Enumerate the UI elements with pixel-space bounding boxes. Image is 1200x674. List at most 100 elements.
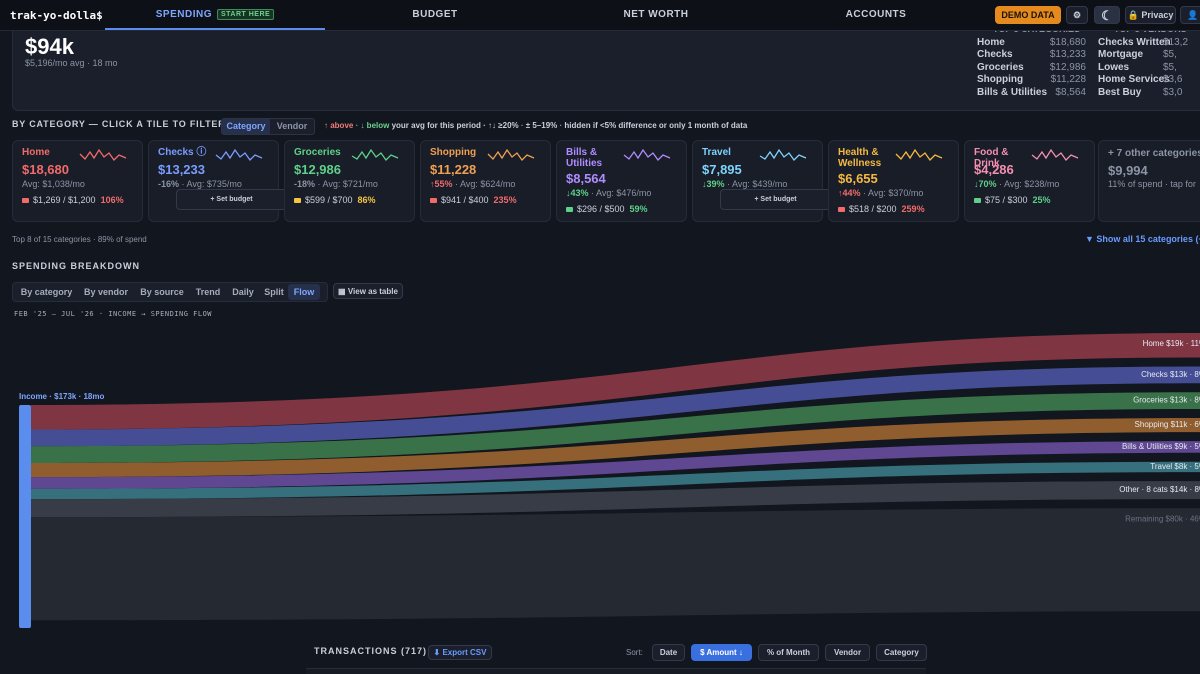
breakdown-tab[interactable]: Split xyxy=(264,287,284,297)
export-button[interactable]: ⬇ Export CSV xyxy=(428,645,492,660)
category-tile[interactable]: Checks ⓘ $13,233 -16% · Avg: $735/mo + Set … xyxy=(148,140,287,222)
show-all-link[interactable]: ▼ Show all 15 categories (+7 xyxy=(1085,234,1200,244)
legend-part: your avg for this period · xyxy=(389,121,489,130)
tile-budget: $518 / $200 259% xyxy=(849,204,925,214)
category-tile[interactable]: Home $18,680 Avg: $1,038/mo $1,269 / $1,200… xyxy=(12,140,143,222)
sparkline xyxy=(351,148,399,162)
nav-tab[interactable]: ACCOUNTS xyxy=(766,0,986,30)
list-name: Bills & Utilities xyxy=(977,86,1048,98)
legend-part: ↓ below xyxy=(360,121,390,130)
table-row xyxy=(306,668,926,674)
budget-pct: 235% xyxy=(493,195,517,205)
set-budget-button[interactable]: + Set budget xyxy=(176,189,287,210)
list-name: Best Buy xyxy=(1098,86,1142,98)
tile-avg: ↓43% · Avg: $476/mo xyxy=(566,188,651,198)
legend-part: hidden if <5% difference or only 1 month… xyxy=(564,121,748,130)
category-tile[interactable]: Travel $7,895 ↓39% · Avg: $439/mo + Set bud… xyxy=(692,140,831,222)
tile-name: Travel xyxy=(702,147,731,158)
sparkline-svg xyxy=(759,148,807,162)
nav-button[interactable]: 👤 xyxy=(1180,6,1200,24)
tile-name: Checks ⓘ xyxy=(158,147,207,158)
budget-indicator xyxy=(974,198,981,203)
income-node xyxy=(19,405,31,628)
category-tile[interactable]: Food & Drink $4,286 ↓70% · Avg: $238/mo $75… xyxy=(964,140,1095,222)
toggle-option[interactable]: Vendor xyxy=(276,121,308,131)
list-name: Home xyxy=(977,37,1005,48)
tile-avg: -16% · Avg: $735/mo xyxy=(158,179,242,189)
budget-amount: $296 / $500 xyxy=(577,204,625,214)
budget-amount: $599 / $700 xyxy=(305,195,353,205)
active-underline xyxy=(105,28,325,30)
tile-budget: $941 / $400 235% xyxy=(441,195,517,205)
flow-label: Remaining $80k · 46% xyxy=(1125,514,1200,523)
tile-budget: $296 / $500 59% xyxy=(577,204,648,214)
set-budget-button[interactable]: + Set budget xyxy=(720,189,831,210)
legend-part: · xyxy=(518,121,526,130)
category-tile[interactable]: Groceries $12,986 -18% · Avg: $721/mo $599 … xyxy=(284,140,415,222)
flow-band xyxy=(31,366,1200,447)
sort-button[interactable]: Vendor xyxy=(825,644,870,661)
nav-button[interactable]: 🔒 Privacy xyxy=(1125,6,1176,24)
category-tile[interactable]: Shopping $11,228 ↑55% · Avg: $624/mo $941 /… xyxy=(420,140,551,222)
tile-budget: $599 / $700 86% xyxy=(305,195,376,205)
tile-change: ↓70% xyxy=(974,179,997,189)
breakdown-tab[interactable]: By category xyxy=(20,287,73,297)
category-tile[interactable]: Health & Wellness $6,655 ↑44% · Avg: $370/… xyxy=(828,140,959,222)
list-name: Checks Written xyxy=(1098,37,1171,48)
flow-label: Travel $8k · 5% xyxy=(1150,462,1200,471)
tile-name: Health & Wellness xyxy=(838,147,882,169)
legend-part: ± 5–19% xyxy=(525,121,558,130)
list-value: $5, xyxy=(1163,61,1177,73)
tile-avg: Avg: $1,038/mo xyxy=(22,179,85,189)
breakdown-tab[interactable]: Trend xyxy=(195,287,221,297)
tile-name: Food & Drink xyxy=(974,147,1009,169)
budget-pct: 86% xyxy=(357,195,376,205)
breakdown-tab[interactable]: Flow xyxy=(288,284,320,300)
sort-button[interactable]: Category xyxy=(876,644,927,661)
flow-band xyxy=(31,392,1200,464)
other-tile[interactable]: + 7 other categories $9,994 11% of spend ·… xyxy=(1098,140,1200,222)
sort-button[interactable]: Date xyxy=(652,644,685,661)
tile-amount: $13,233 xyxy=(158,162,205,177)
budget-indicator xyxy=(294,198,301,203)
toggle: Category Vendor xyxy=(221,118,315,135)
breakdown-tab[interactable]: By source xyxy=(140,287,184,297)
nav-tab-label: ACCOUNTS xyxy=(845,9,907,20)
sort-button[interactable]: % of Month xyxy=(758,644,819,661)
view-table-button[interactable]: ▦ View as table xyxy=(333,283,403,299)
section-title: BY CATEGORY — CLICK A TILE TO FILTER xyxy=(12,119,226,129)
budget-indicator xyxy=(566,207,573,212)
breakdown-tabs: By category By vendor By source Trend Daily S… xyxy=(12,282,328,302)
tile-avg-text: · Avg: $624/mo xyxy=(452,179,516,189)
nav-button[interactable]: ☾ xyxy=(1094,6,1120,24)
tile-change: -18% xyxy=(294,179,316,189)
nav-button[interactable]: ⚙ xyxy=(1066,6,1088,24)
sort-button[interactable]: $ Amount ↓ xyxy=(691,644,752,661)
list-value: $8,564 xyxy=(1055,86,1086,98)
tile-change: ↑44% xyxy=(838,188,861,198)
nav-tab[interactable]: NET WORTH xyxy=(546,0,766,30)
sparkline xyxy=(895,148,943,162)
tile-amount: $12,986 xyxy=(294,162,341,177)
nav-button[interactable]: DEMO DATA xyxy=(995,6,1061,24)
nav-tab-label: NET WORTH xyxy=(623,9,689,20)
breakdown-tab[interactable]: Daily xyxy=(232,287,254,297)
legend-part: ↑↓ ≥20% xyxy=(488,121,519,130)
budget-indicator xyxy=(838,207,845,212)
category-tile[interactable]: Bills & Utilities $8,564 ↓43% · Avg: $476/… xyxy=(556,140,687,222)
tile-amount: $6,655 xyxy=(838,171,878,186)
list-value: $3,6 xyxy=(1163,74,1183,86)
tile-name: Groceries xyxy=(294,147,341,158)
budget-pct: 106% xyxy=(100,195,124,205)
flow-label: Checks $13k · 8% xyxy=(1141,370,1200,379)
budget-indicator xyxy=(22,198,29,203)
budget-amount: $941 / $400 xyxy=(441,195,489,205)
nav-tab[interactable]: BUDGET xyxy=(325,0,545,30)
toggle-option[interactable]: Category xyxy=(222,119,270,134)
breakdown-tab[interactable]: By vendor xyxy=(83,287,128,297)
tile-amount: $18,680 xyxy=(22,162,69,177)
nav-tab[interactable]: SPENDING START HERE xyxy=(105,0,325,30)
nav-tab-label: SPENDING xyxy=(155,9,212,20)
flow-label: Home $19k · 11% xyxy=(1143,339,1200,348)
